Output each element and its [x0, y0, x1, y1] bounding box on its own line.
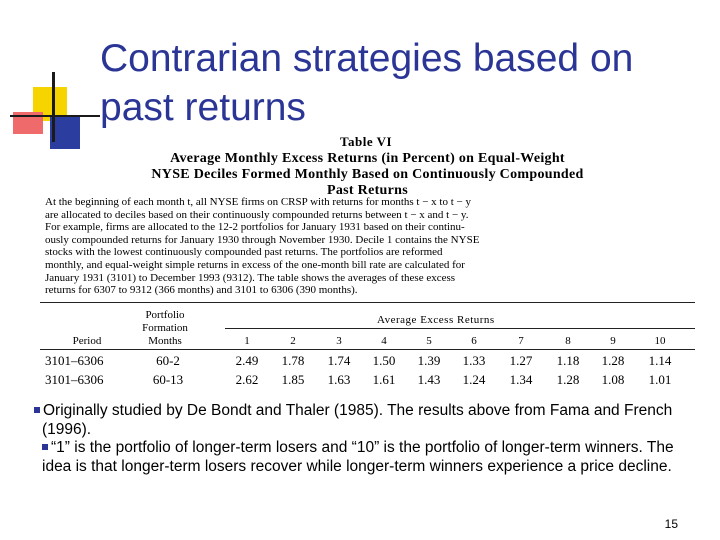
- red-square-decoration: [13, 112, 43, 134]
- table-cell: 1.28: [556, 372, 580, 387]
- table-cell: 1.14: [648, 353, 672, 368]
- table-cell: 1.34: [509, 372, 533, 387]
- table-row-period: 3101–6306: [45, 372, 104, 387]
- table-cell: 2.49: [235, 353, 259, 368]
- table-cell: 1.08: [601, 372, 625, 387]
- portfolio-header-line-2: Formation: [142, 322, 188, 334]
- bullet-icon: [42, 443, 48, 450]
- table-header-rule: [40, 349, 695, 350]
- table-top-rule: [40, 302, 695, 303]
- decile-header: 3: [336, 335, 342, 347]
- table-heading: Average Monthly Excess Returns (in Perce…: [35, 151, 700, 199]
- table-cell: 1.61: [372, 372, 396, 387]
- bullet-icon: [34, 406, 40, 413]
- caption-line: At the beginning of each month t, all NY…: [45, 196, 471, 208]
- table-cell: 2.62: [235, 372, 259, 387]
- table-caption: At the beginning of each month t, all NY…: [45, 196, 695, 297]
- table-row-period: 3101–6306: [45, 353, 104, 368]
- table-heading-line-1: Average Monthly Excess Returns (in Perce…: [170, 151, 565, 166]
- table-label: Table VI: [340, 134, 393, 149]
- table-cell: 1.27: [509, 353, 533, 368]
- table-cell: 1.18: [556, 353, 580, 368]
- title-line-2: past returns: [100, 86, 306, 129]
- table-cell: 1.74: [327, 353, 351, 368]
- period-header: Period: [72, 335, 102, 347]
- caption-line: stocks with the lowest continuously comp…: [45, 246, 443, 259]
- caption-line: ously compounded returns for January 193…: [45, 233, 480, 246]
- decile-header: 1: [244, 335, 250, 347]
- blue-square-decoration: [50, 117, 80, 149]
- table-cell: 1.63: [327, 372, 351, 387]
- note-2-text: “1” is the portfolio of longer-term lose…: [42, 439, 674, 475]
- portfolio-header-line-3: Months: [148, 335, 182, 347]
- table-cell: 1.50: [372, 353, 396, 368]
- avg-header-rule: [225, 328, 695, 329]
- decile-header: 2: [290, 335, 296, 347]
- caption-line: monthly, and equal-weight simple returns…: [45, 258, 465, 271]
- table-heading-line-2: NYSE Deciles Formed Monthly Based on Con…: [151, 167, 584, 182]
- decile-header: 4: [381, 335, 387, 347]
- note-1-text: Originally studied by De Bondt and Thale…: [42, 402, 673, 438]
- caption-line: are allocated to deciles based on their …: [45, 208, 469, 221]
- decile-header: 6: [471, 335, 477, 347]
- table-cell: 1.78: [281, 353, 305, 368]
- portfolio-formation-header: Portfolio Formation Months: [125, 309, 205, 348]
- slide-notes: Originally studied by De Bondt and Thale…: [34, 402, 702, 476]
- decile-header: 7: [518, 335, 524, 347]
- title-line-1: Contrarian strategies based on: [100, 37, 634, 80]
- table-cell: 1.28: [601, 353, 625, 368]
- page-number: 15: [664, 517, 678, 531]
- table-cell: 1.33: [462, 353, 486, 368]
- portfolio-header-line-1: Portfolio: [145, 309, 185, 321]
- horizontal-line-decoration: [10, 115, 100, 117]
- table-cell: 1.01: [648, 372, 672, 387]
- caption-line: For example, firms are allocated to the …: [45, 221, 465, 234]
- decile-header: 9: [610, 335, 616, 347]
- table-heading-line-3: Past Returns: [327, 183, 408, 198]
- table-row-months: 60-2: [156, 353, 180, 368]
- decile-header: 10: [654, 335, 666, 347]
- table-cell: 1.43: [417, 372, 441, 387]
- scanned-table: Table VI Average Monthly Excess Returns …: [35, 134, 700, 394]
- average-excess-returns-header: Average Excess Returns: [377, 314, 495, 326]
- slide-title: Contrarian strategies based on past retu…: [100, 34, 710, 132]
- caption-line: returns for 6307 to 9312 (366 months) an…: [45, 284, 358, 297]
- table-cell: 1.24: [462, 372, 486, 387]
- note-1: Originally studied by De Bondt and Thale…: [34, 402, 702, 439]
- caption-line: January 1931 (3101) to December 1993 (93…: [45, 271, 456, 284]
- slide-logo-decoration: [10, 72, 100, 149]
- table-cell: 1.39: [417, 353, 441, 368]
- note-2: “1” is the portfolio of longer-term lose…: [42, 439, 702, 476]
- decile-header: 5: [426, 335, 432, 347]
- table-cell: 1.85: [281, 372, 305, 387]
- decile-header: 8: [565, 335, 571, 347]
- table-row-months: 60-13: [152, 372, 184, 387]
- vertical-line-decoration: [52, 72, 55, 142]
